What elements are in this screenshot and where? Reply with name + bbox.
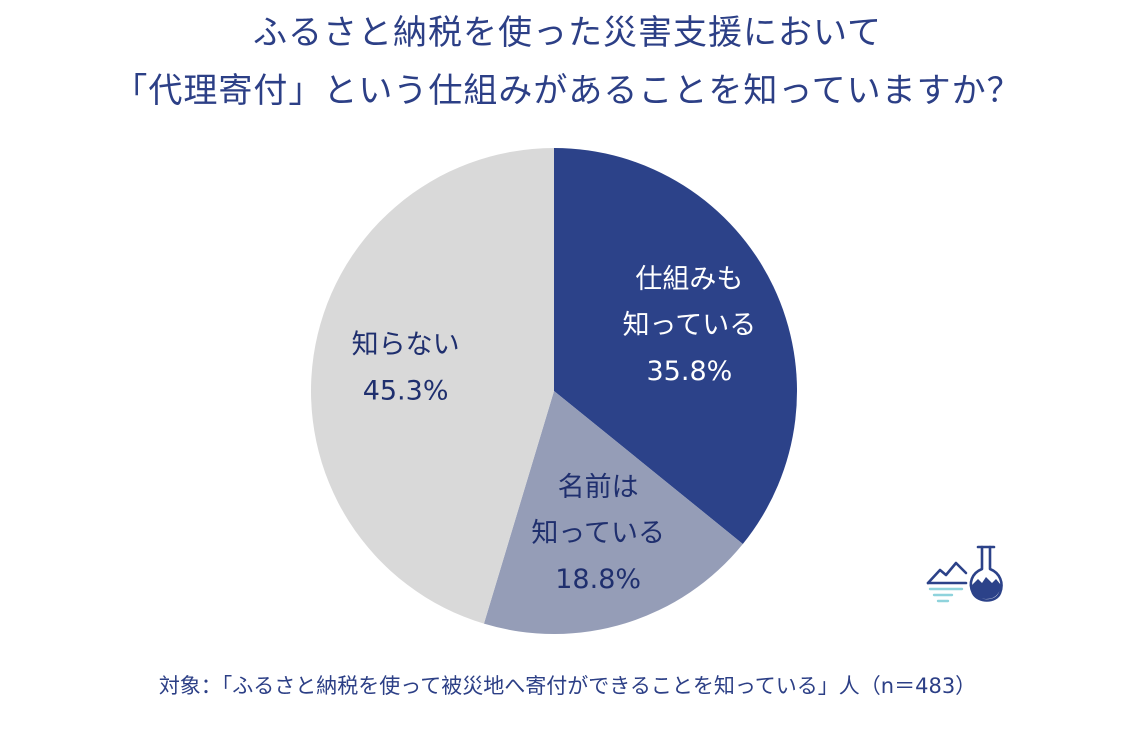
flask-landscape-icon [926, 545, 1003, 603]
pie-label-0: 仕組みも知っている 35.8% [623, 264, 757, 387]
pie-slice-2 [310, 148, 554, 624]
pie-slice-0 [554, 148, 797, 544]
pie-label-2: 知らない 45.3% [352, 330, 460, 407]
pie-value-label-2: 45.3% [363, 376, 449, 407]
pie-category-label-0: 仕組みも [635, 264, 743, 295]
pie-label-1: 名前は知っている 18.8% [531, 472, 665, 595]
pie-value-label-1: 18.8% [555, 564, 641, 595]
pie-category-label-0: 知っている [623, 310, 757, 341]
pie-category-label-2: 知らない [352, 330, 460, 361]
pie-slice-1 [483, 391, 743, 634]
chart-title-line-2: 「代理寄付」という仕組みがあることを知っていますか？ [113, 71, 1022, 111]
pie-slices [310, 148, 797, 634]
pie-labels: 仕組みも知っている 35.8%名前は知っている 18.8%知らない 45.3% [352, 264, 757, 595]
pie-category-label-1: 知っている [531, 518, 665, 549]
pie-value-label-0: 35.8% [647, 356, 733, 387]
pie-category-label-1: 名前は [558, 472, 639, 503]
footnote: 対象：「ふるさと納税を使って被災地へ寄付ができることを知っている」人（n＝483… [158, 674, 977, 698]
chart-title-line-1: ふるさと納税を使った災害支援において [253, 13, 882, 53]
